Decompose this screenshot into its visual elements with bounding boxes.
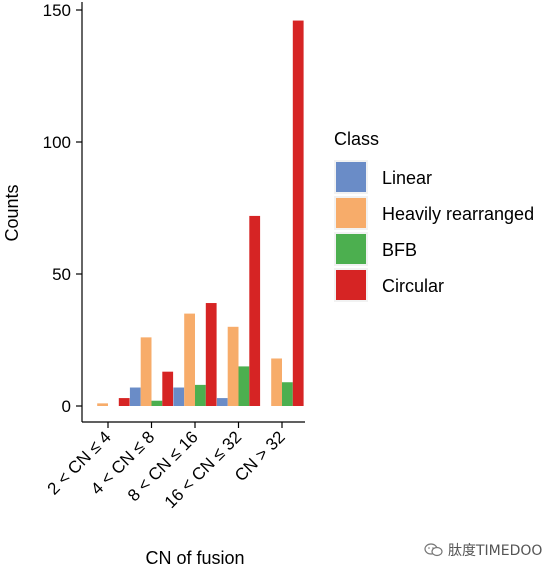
wechat-icon bbox=[424, 543, 443, 557]
legend-label: Linear bbox=[382, 168, 432, 188]
bar-bfb bbox=[151, 400, 163, 406]
bar-bfb bbox=[195, 384, 206, 406]
legend-key bbox=[336, 198, 366, 228]
y-ticks: 0 50 100 150 bbox=[43, 1, 82, 416]
bar-linear bbox=[216, 398, 228, 406]
bar-bfb bbox=[238, 366, 250, 406]
legend-label: Heavily rearranged bbox=[382, 204, 534, 224]
bar-linear bbox=[173, 387, 185, 406]
legend-key bbox=[336, 234, 366, 264]
chart-bars bbox=[97, 20, 304, 407]
y-tick-label: 0 bbox=[62, 397, 71, 416]
bar-heavily-rearranged bbox=[227, 326, 239, 406]
y-tick-label: 50 bbox=[52, 265, 71, 284]
legend-key bbox=[336, 270, 366, 300]
bar-circular bbox=[205, 303, 217, 406]
watermark: 肽度TIMEDOO bbox=[424, 540, 542, 560]
watermark-text: 肽度TIMEDOO bbox=[448, 543, 543, 559]
bar-heavily-rearranged bbox=[271, 358, 282, 406]
legend-label: BFB bbox=[382, 240, 417, 260]
bar-heavily-rearranged bbox=[97, 403, 108, 406]
y-tick-label: 150 bbox=[43, 1, 71, 20]
bar-circular bbox=[249, 215, 261, 406]
legend-title: Class bbox=[334, 129, 379, 149]
bar-circular bbox=[118, 398, 130, 406]
bar-circular bbox=[162, 371, 174, 406]
legend-label: Circular bbox=[382, 276, 444, 296]
bar-heavily-rearranged bbox=[140, 337, 152, 406]
chart-axes bbox=[81, 2, 305, 423]
bar-circular bbox=[292, 20, 304, 407]
bar-linear bbox=[129, 387, 141, 406]
legend: Class Linear Heavily rearranged BFB Circula… bbox=[334, 129, 534, 302]
y-axis-title: Counts bbox=[2, 184, 22, 241]
bar-heavily-rearranged bbox=[184, 313, 195, 406]
y-tick-label: 100 bbox=[43, 133, 71, 152]
bar-bfb bbox=[282, 382, 293, 406]
x-axis-title: CN of fusion bbox=[145, 548, 244, 568]
legend-key bbox=[336, 162, 366, 192]
